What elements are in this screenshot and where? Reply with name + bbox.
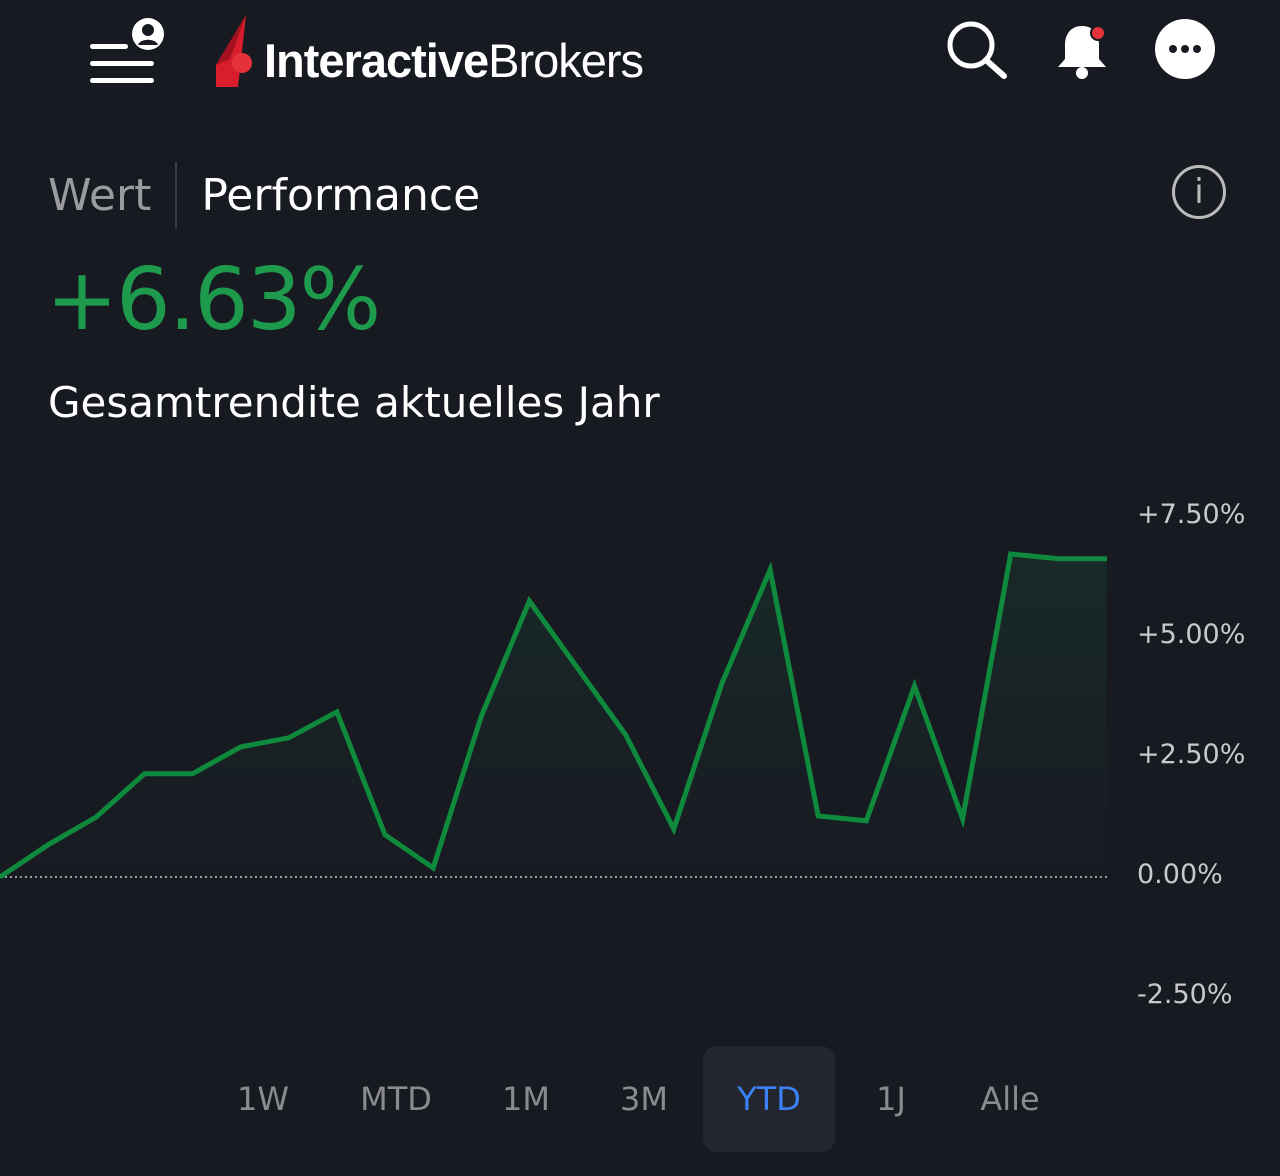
- y-tick-label: -2.50%: [1137, 979, 1233, 1010]
- period-alle[interactable]: Alle: [980, 1080, 1040, 1118]
- menu-button[interactable]: [88, 18, 168, 88]
- user-icon: [132, 18, 164, 50]
- view-tabs: Wert Performance: [48, 162, 480, 228]
- logo-regular: Brokers: [488, 33, 644, 87]
- y-tick-label: +7.50%: [1137, 499, 1246, 530]
- search-icon[interactable]: [944, 18, 1008, 82]
- menu-line: [90, 61, 154, 66]
- period-1w[interactable]: 1W: [237, 1080, 289, 1118]
- period-mtd[interactable]: MTD: [360, 1080, 432, 1118]
- y-tick-label: 0.00%: [1137, 859, 1223, 890]
- menu-line: [90, 78, 154, 83]
- y-tick-label: +2.50%: [1137, 739, 1246, 770]
- period-1j[interactable]: 1J: [876, 1080, 906, 1118]
- menu-icon: [90, 44, 128, 49]
- period-selector: 1W MTD 1M 3M YTD 1J Alle: [0, 1046, 1280, 1152]
- logo-text: InteractiveBrokers: [264, 33, 644, 88]
- bell-icon[interactable]: [1052, 20, 1114, 82]
- info-icon[interactable]: i: [1172, 165, 1226, 219]
- tab-wert[interactable]: Wert: [48, 169, 152, 221]
- y-tick-label: +5.00%: [1137, 619, 1246, 650]
- performance-chart[interactable]: [0, 440, 1280, 1040]
- period-1m[interactable]: 1M: [502, 1080, 550, 1118]
- interactive-brokers-logo: InteractiveBrokers: [212, 12, 644, 92]
- chart-area: [0, 554, 1107, 877]
- logo-mark-icon: [216, 15, 252, 87]
- logo-bold: Interactive: [264, 33, 489, 87]
- tab-performance[interactable]: Performance: [201, 169, 481, 221]
- performance-line: [0, 551, 1107, 880]
- tab-divider: [175, 162, 178, 228]
- period-3m[interactable]: 3M: [620, 1080, 668, 1118]
- return-label: Gesamtrendite aktuelles Jahr: [48, 378, 660, 427]
- return-value: +6.63%: [46, 250, 381, 350]
- more-icon[interactable]: [1154, 18, 1216, 80]
- period-ytd[interactable]: YTD: [703, 1046, 835, 1152]
- notification-dot: [1090, 25, 1106, 41]
